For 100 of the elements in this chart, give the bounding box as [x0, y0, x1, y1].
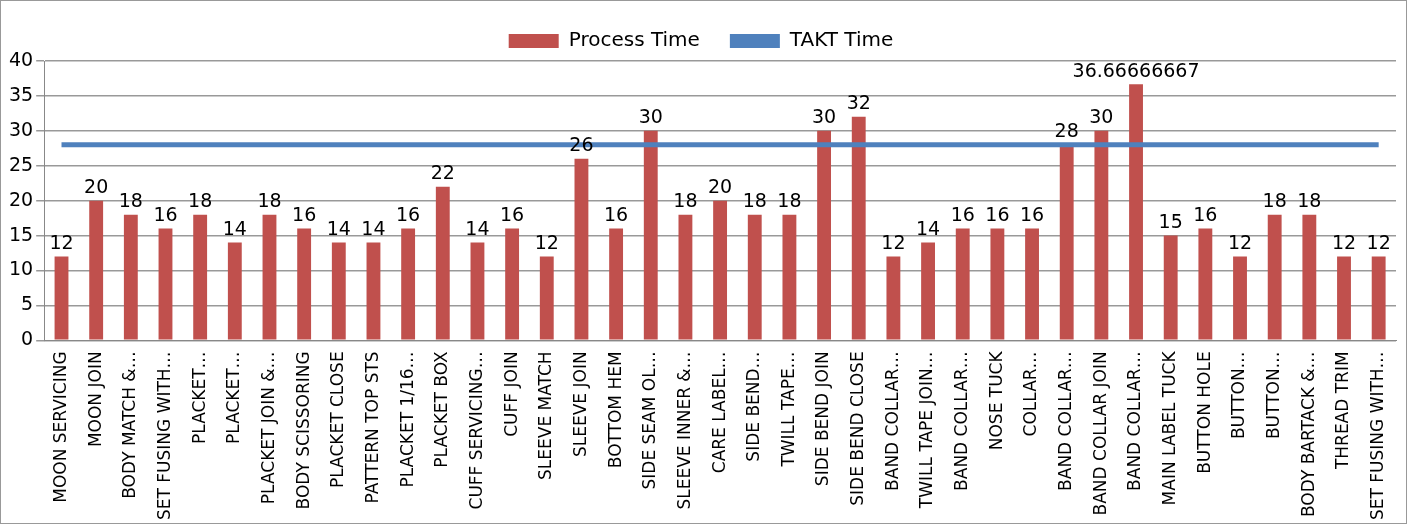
data-label: 20 — [84, 175, 109, 198]
bar — [1094, 130, 1109, 340]
x-tick-label: PLACKET… — [188, 351, 209, 444]
bar — [1059, 144, 1074, 340]
y-tick-label: 20 — [8, 187, 34, 210]
bar — [643, 130, 658, 340]
data-label: 14 — [465, 217, 490, 240]
data-label: 12 — [534, 231, 559, 253]
bar — [331, 242, 346, 340]
x-tick-label: SIDE BEND… — [743, 351, 764, 462]
data-label: 18 — [742, 189, 767, 212]
x-tick-label: BUTTON… — [1228, 351, 1249, 440]
data-label: 26 — [569, 133, 594, 156]
bar — [1267, 214, 1282, 340]
x-tick-label: BAND COLLAR… — [1124, 351, 1145, 491]
bar — [1337, 256, 1351, 340]
y-tick-label: 25 — [8, 152, 34, 175]
data-label: 15 — [1158, 210, 1183, 233]
data-label: 16 — [604, 203, 629, 226]
data-label: 28 — [1054, 119, 1079, 142]
x-tick-label: TWILL TAPE… — [777, 351, 798, 468]
data-label: 12 — [881, 231, 906, 253]
bar — [401, 228, 416, 340]
x-tick-label: BUTTON HOLE — [1193, 351, 1214, 474]
y-tick-label: 5 — [21, 292, 34, 315]
data-label: 32 — [846, 91, 871, 114]
x-tick-label: BAND COLLAR… — [951, 351, 972, 491]
data-label: 16 — [1019, 203, 1045, 226]
x-tick-label: PLACKET BOX — [431, 351, 452, 468]
x-tick-label: SET FUSING WITH… — [153, 351, 174, 521]
y-tick-label: 35 — [8, 82, 34, 105]
x-tick-label: THREAD TRIM — [1332, 351, 1353, 471]
bar — [193, 214, 208, 340]
y-tick-label: 10 — [8, 257, 34, 280]
x-tick-label: SIDE SEAM OL… — [639, 351, 660, 490]
bar — [713, 200, 728, 340]
bar — [123, 214, 138, 340]
bar — [54, 256, 69, 340]
data-label: 30 — [811, 105, 837, 128]
x-tick-label: CUFF SERVICING… — [465, 351, 486, 510]
x-tick-label: PATTERN TOP STS — [361, 351, 382, 504]
data-label: 18 — [1262, 189, 1287, 212]
x-tick-label: BODY BARTACK &… — [1297, 351, 1318, 518]
bar — [1371, 256, 1386, 340]
x-tick-label: BUTTON… — [1263, 351, 1284, 440]
x-tick-label: NOSE TUCK — [985, 350, 1006, 451]
y-tick-label: 0 — [21, 327, 34, 350]
x-tick-label: SLEEVE MATCH — [535, 351, 556, 480]
bar — [1129, 84, 1143, 340]
x-tick-label: SLEEVE JOIN — [569, 351, 590, 458]
bar — [1025, 228, 1039, 340]
x-tick-label: MAIN LABEL TUCK — [1159, 350, 1180, 506]
data-label: 18 — [673, 189, 698, 212]
bar — [262, 214, 277, 340]
data-label: 16 — [153, 203, 178, 226]
x-tick-label: SIDE BEND CLOSE — [847, 351, 868, 506]
data-label: 18 — [118, 189, 143, 212]
x-tick-label: PLACKET JOIN &… — [257, 351, 278, 505]
data-label: 12 — [1227, 231, 1253, 253]
bar — [297, 228, 312, 340]
bar — [158, 228, 173, 340]
x-tick-label: PLACKET… — [223, 351, 244, 444]
data-label: 18 — [188, 189, 213, 212]
x-tick-label: COLLAR… — [1020, 351, 1041, 437]
data-label: 16 — [500, 203, 525, 226]
y-tick-label: 40 — [8, 47, 34, 70]
bar — [470, 242, 485, 340]
bar — [886, 256, 901, 340]
bar — [366, 242, 381, 340]
x-tick-label: PLACKET CLOSE — [327, 351, 348, 489]
data-label: 14 — [915, 217, 941, 240]
data-label: 36.66666667 — [1072, 58, 1200, 81]
data-label: 12 — [49, 231, 74, 253]
bar — [817, 130, 832, 340]
bar — [227, 242, 242, 340]
data-label: 30 — [638, 105, 663, 128]
bar — [1198, 228, 1213, 340]
x-tick-label: SIDE BEND JOIN — [812, 351, 833, 487]
bar — [747, 214, 762, 340]
x-tick-label: BAND COLLAR… — [881, 351, 902, 491]
x-tick-label: MOON SERVICING — [49, 351, 70, 503]
x-tick-label: BAND COLLAR… — [1055, 351, 1076, 491]
bar — [505, 228, 520, 340]
bar — [1163, 235, 1178, 340]
bar — [539, 256, 554, 340]
data-label: 16 — [396, 203, 421, 226]
data-label: 22 — [430, 161, 455, 184]
data-label: 14 — [361, 217, 386, 240]
data-label: 14 — [326, 217, 351, 240]
data-label: 14 — [222, 217, 247, 240]
data-label: 16 — [1193, 203, 1218, 226]
data-label: 18 — [1297, 189, 1322, 212]
data-label: 18 — [777, 189, 802, 212]
bar — [851, 116, 866, 340]
legend-label: Process Time — [568, 27, 700, 52]
bar — [678, 214, 693, 340]
x-tick-label: CUFF JOIN — [500, 351, 521, 437]
x-tick-label: PLACKET 1/16… — [396, 351, 417, 488]
x-tick-label: TWILL TAPE JOIN… — [916, 351, 937, 510]
bar — [1233, 256, 1247, 340]
